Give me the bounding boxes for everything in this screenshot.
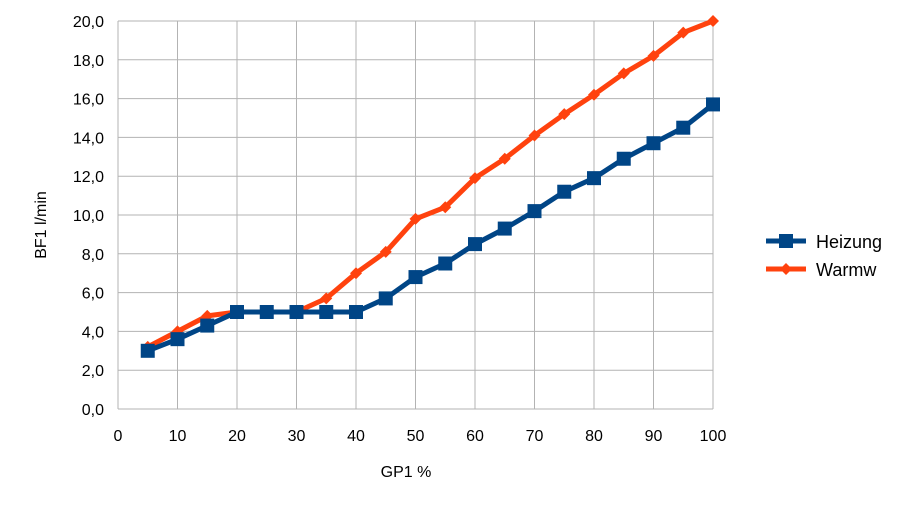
x-tick-label: 10 — [169, 428, 187, 445]
y-tick-label: 10,0 — [73, 208, 104, 225]
legend-label: Heizung — [816, 232, 882, 252]
data-point — [469, 172, 481, 185]
x-tick-label: 50 — [407, 428, 425, 445]
data-point — [616, 151, 631, 166]
y-tick-label: 8,0 — [82, 247, 104, 264]
x-tick-label: 70 — [526, 428, 544, 445]
y-tick-label: 4,0 — [82, 324, 104, 341]
data-point — [617, 67, 630, 80]
data-point — [259, 305, 274, 319]
x-tick-label: 0 — [114, 428, 123, 445]
y-tick-label: 6,0 — [82, 286, 104, 303]
data-point — [587, 171, 601, 186]
data-point — [527, 204, 542, 219]
x-tick-label: 80 — [585, 428, 603, 445]
data-point — [379, 245, 392, 258]
data-point — [289, 305, 304, 319]
data-point — [498, 152, 511, 165]
y-tick-label: 18,0 — [73, 53, 104, 70]
data-point — [528, 129, 541, 142]
legend-item: Warmw — [766, 260, 877, 280]
legend-label: Warmw — [816, 260, 877, 280]
series-heizung — [140, 97, 720, 358]
y-tick-label: 14,0 — [73, 130, 104, 147]
data-point — [647, 49, 660, 62]
y-tick-label: 12,0 — [73, 169, 104, 186]
data-point — [676, 120, 691, 135]
data-point — [438, 256, 453, 271]
x-tick-label: 40 — [347, 428, 365, 445]
series-line — [145, 18, 716, 350]
legend-item: Heizung — [766, 232, 882, 252]
y-axis-title: BF1 l/min — [33, 191, 50, 259]
data-point — [558, 108, 571, 121]
data-point — [140, 343, 155, 358]
data-point — [497, 221, 512, 236]
data-point — [646, 136, 661, 151]
series-group — [140, 15, 720, 358]
data-point — [378, 291, 393, 306]
data-point — [230, 305, 244, 319]
data-point — [320, 292, 333, 305]
legend-marker — [779, 234, 793, 248]
data-point — [707, 15, 719, 27]
data-point — [677, 26, 690, 39]
data-point — [319, 305, 334, 319]
data-point — [349, 305, 363, 319]
x-tick-label: 100 — [700, 428, 727, 445]
y-axis-ticks: 0,0 2,0 4,0 6,0 8,0 10,0 12,0 14,0 16,0 18,0 20,0 — [73, 14, 104, 419]
data-point — [170, 332, 185, 347]
x-tick-label: 20 — [228, 428, 246, 445]
y-tick-label: 16,0 — [73, 92, 104, 109]
data-point — [408, 270, 423, 285]
legend: Heizung Warmw — [766, 232, 882, 280]
y-tick-label: 20,0 — [73, 14, 104, 31]
data-point — [350, 267, 362, 280]
series-warmw — [141, 15, 719, 353]
data-point — [588, 88, 600, 101]
x-axis-ticks: 0 10 20 30 40 50 60 70 80 90 100 — [114, 428, 727, 445]
data-point — [409, 212, 422, 225]
x-tick-label: 30 — [288, 428, 306, 445]
x-tick-label: 90 — [645, 428, 663, 445]
data-point — [468, 237, 482, 252]
x-tick-label: 60 — [466, 428, 484, 445]
data-point — [557, 184, 572, 199]
data-point — [706, 97, 720, 112]
y-tick-label: 0,0 — [82, 402, 104, 419]
data-point — [200, 318, 215, 333]
data-point — [439, 201, 452, 214]
x-axis-title: GP1 % — [381, 464, 432, 481]
y-tick-label: 2,0 — [82, 363, 104, 380]
legend-marker — [780, 263, 792, 275]
